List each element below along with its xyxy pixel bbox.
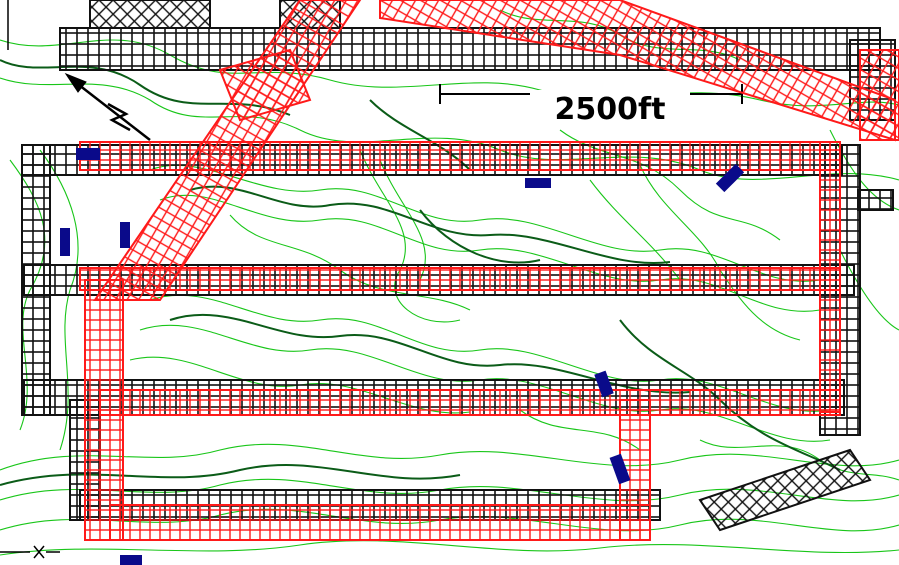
scale-bar: 2500ft [439, 84, 743, 127]
red-diagonal-corridor [93, 0, 899, 301]
elevation-tag [609, 453, 631, 485]
elevation-tag [715, 163, 745, 193]
elevation-tag [120, 222, 130, 248]
elevation-tag [525, 178, 551, 188]
elevation-tag [60, 228, 70, 256]
scale-bar-label: 2500ft [555, 92, 666, 127]
elevation-tag [76, 148, 100, 160]
corner-marks [0, 0, 60, 559]
elevation-tags [60, 148, 745, 565]
elevation-tag [120, 555, 142, 565]
north-arrow-icon [64, 72, 151, 141]
elevation-tag [594, 370, 614, 398]
